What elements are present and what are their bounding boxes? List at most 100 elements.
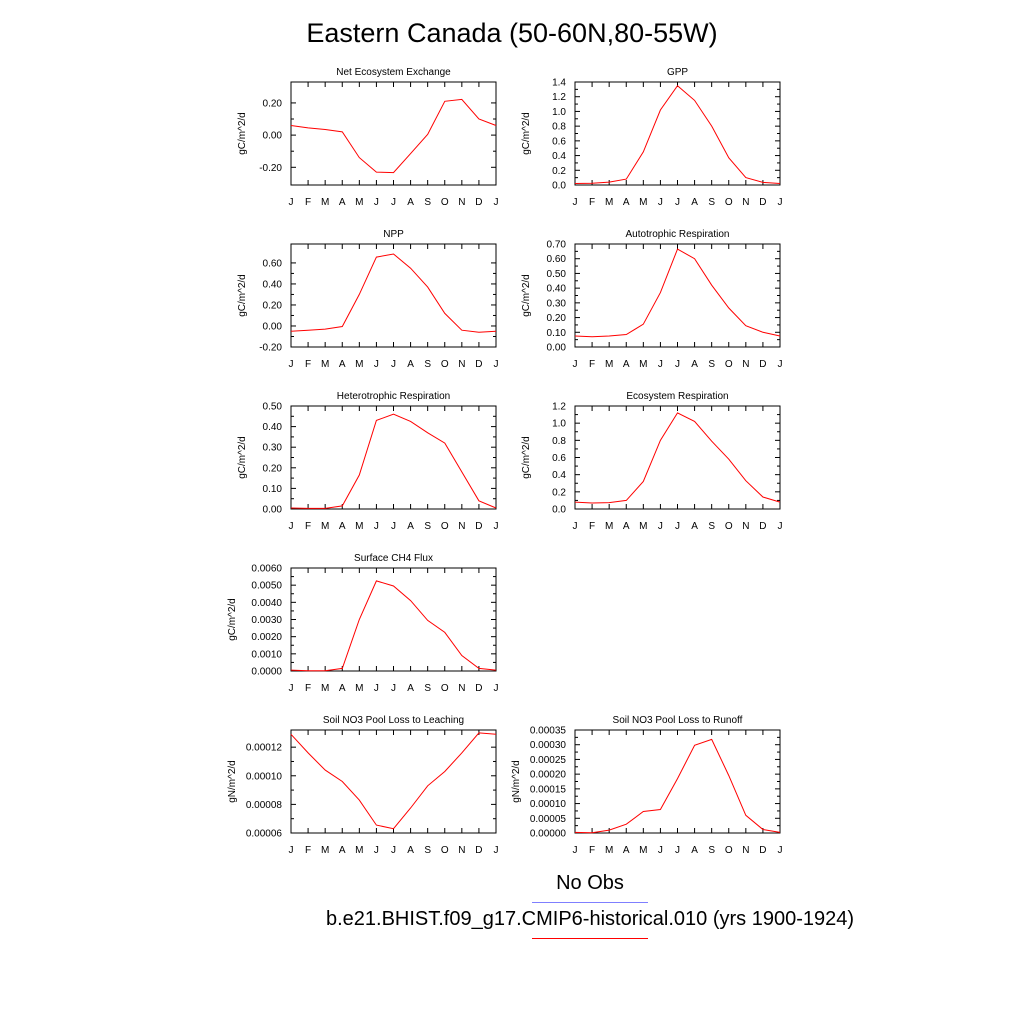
x-tick-label: A (691, 359, 698, 370)
x-tick-label: J (374, 521, 379, 532)
x-tick-label: A (623, 521, 630, 532)
y-tick-label: 0.00000 (530, 829, 567, 840)
x-tick-label: M (321, 521, 329, 532)
x-tick-label: O (725, 359, 733, 370)
y-tick-label: 0.00 (547, 343, 567, 354)
y-tick-label: 0.00005 (530, 814, 567, 825)
x-tick-label: A (407, 845, 414, 856)
x-tick-label: A (623, 197, 630, 208)
x-tick-label: S (424, 359, 431, 370)
x-tick-label: F (305, 683, 311, 694)
x-tick-label: F (589, 521, 595, 532)
y-tick-label: 0.2 (552, 487, 566, 498)
y-tick-label: 0.40 (263, 422, 283, 433)
y-tick-label: 0.30 (547, 298, 567, 309)
x-tick-label: S (424, 845, 431, 856)
x-tick-label: A (623, 845, 630, 856)
y-tick-label: 0.40 (547, 284, 567, 295)
panel-title: Soil NO3 Pool Loss to Leaching (323, 715, 464, 726)
x-tick-label: S (708, 359, 715, 370)
y-tick-label: 0.4 (552, 470, 566, 481)
y-tick-label: 0.00010 (530, 799, 567, 810)
plot-frame (574, 405, 781, 510)
x-tick-label: M (639, 197, 647, 208)
x-tick-label: S (424, 521, 431, 532)
y-tick-label: 0.0 (552, 181, 566, 192)
x-tick-label: J (658, 845, 663, 856)
x-tick-label: M (355, 683, 363, 694)
x-tick-label: F (305, 359, 311, 370)
y-tick-label: 0.00010 (246, 771, 283, 782)
x-tick-label: J (494, 521, 499, 532)
x-tick-label: J (374, 845, 379, 856)
y-tick-label: 1.2 (552, 92, 566, 103)
y-tick-label: 0.20 (547, 313, 567, 324)
series-line (574, 248, 781, 338)
plot-frame (290, 567, 497, 672)
x-tick-label: J (573, 359, 578, 370)
y-tick-label: 0.0020 (251, 632, 282, 643)
y-axis-label: gC/m^2/d (521, 274, 532, 317)
x-tick-label: M (321, 683, 329, 694)
x-tick-label: J (391, 683, 396, 694)
y-tick-label: 0.00030 (530, 740, 567, 751)
series-line (290, 98, 497, 174)
y-tick-label: 0.40 (263, 279, 283, 290)
x-tick-label: D (475, 683, 482, 694)
x-tick-label: J (675, 521, 680, 532)
legend-obs-line (532, 902, 648, 903)
x-tick-label: D (475, 845, 482, 856)
y-axis-label: gC/m^2/d (227, 598, 238, 641)
x-tick-label: J (391, 359, 396, 370)
x-tick-label: N (458, 683, 465, 694)
x-tick-label: J (289, 845, 294, 856)
plot-frame (290, 405, 497, 510)
x-tick-label: J (675, 845, 680, 856)
x-tick-label: S (708, 197, 715, 208)
x-tick-label: J (374, 197, 379, 208)
y-tick-label: 0.10 (263, 484, 283, 495)
x-tick-label: J (658, 197, 663, 208)
x-tick-label: M (321, 359, 329, 370)
x-tick-label: M (355, 845, 363, 856)
y-tick-label: 0.00012 (246, 743, 283, 754)
x-tick-label: N (742, 197, 749, 208)
y-tick-label: -0.20 (259, 163, 282, 174)
x-tick-label: J (778, 359, 783, 370)
x-tick-label: M (639, 359, 647, 370)
panel-title: Net Ecosystem Exchange (336, 67, 451, 78)
y-tick-label: 0.50 (263, 402, 283, 413)
y-tick-label: 0.2 (552, 166, 566, 177)
x-tick-label: J (675, 197, 680, 208)
x-tick-label: M (355, 521, 363, 532)
x-tick-label: J (289, 683, 294, 694)
y-tick-label: 0.00008 (246, 800, 283, 811)
series-line (574, 84, 781, 184)
y-axis-label: gC/m^2/d (521, 112, 532, 155)
x-tick-label: D (759, 845, 766, 856)
x-tick-label: A (691, 521, 698, 532)
y-tick-label: 0.00015 (530, 784, 567, 795)
x-tick-label: O (441, 683, 449, 694)
x-tick-label: O (441, 521, 449, 532)
y-axis-label: gC/m^2/d (237, 112, 248, 155)
x-tick-label: S (708, 521, 715, 532)
x-tick-label: J (289, 521, 294, 532)
y-axis-label: gN/m^2/d (511, 760, 522, 803)
plot-frame (290, 243, 497, 348)
y-tick-label: 0.30 (263, 443, 283, 454)
x-tick-label: M (639, 845, 647, 856)
y-tick-label: 0.00020 (530, 770, 567, 781)
y-tick-label: 0.8 (552, 436, 566, 447)
x-tick-label: J (289, 197, 294, 208)
y-tick-label: 0.00006 (246, 829, 283, 840)
x-tick-label: J (391, 197, 396, 208)
x-tick-label: N (742, 359, 749, 370)
x-tick-label: A (691, 197, 698, 208)
y-tick-label: 1.0 (552, 419, 566, 430)
